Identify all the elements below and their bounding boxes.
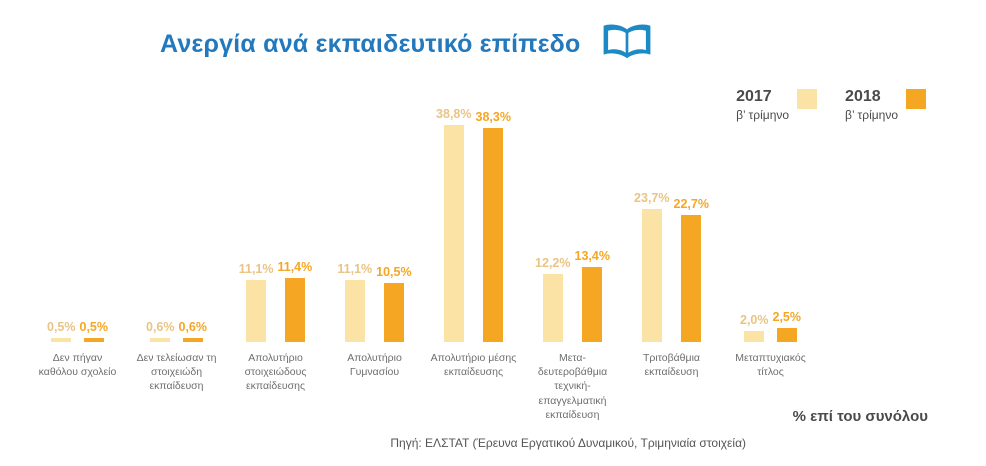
open-book-icon: [600, 22, 654, 67]
value-label: 38,8%: [436, 106, 472, 121]
bar-pair: 23,7% 22,7%: [634, 90, 709, 342]
value-label: 11,4%: [277, 260, 313, 275]
legend-year-2017: 2017: [736, 88, 772, 105]
bar-pair: 11,1% 10,5%: [337, 90, 412, 342]
bar-wrap: 38,3%: [476, 110, 511, 342]
value-label: 0,6%: [146, 320, 175, 334]
bar-wrap: 2,5%: [772, 310, 802, 342]
bar-2017: [246, 279, 267, 342]
legend-item-2018: 2018 β’ τρίμηνο: [845, 88, 926, 122]
bar-wrap: 0,6%: [178, 320, 208, 342]
bar-2018: [182, 338, 203, 342]
bar-2017: [443, 124, 464, 342]
value-label: 38,3%: [475, 109, 511, 124]
bar-wrap: 0,6%: [146, 320, 175, 342]
bar-2018: [284, 278, 305, 342]
bar-wrap: 22,7%: [674, 197, 709, 342]
bar-wrap: 2,0%: [740, 313, 769, 342]
bar-wrap: 38,8%: [436, 106, 472, 342]
category-label: Απολυτήριο στοιχειώδους εκπαίδευσης: [244, 352, 307, 393]
bar-pair: 2,0% 2,5%: [740, 90, 801, 342]
legend: 2017 β’ τρίμηνο 2018 β’ τρίμηνο: [736, 88, 926, 122]
legend-item-2017: 2017 β’ τρίμηνο: [736, 88, 818, 122]
value-label: 22,7%: [673, 196, 709, 211]
value-label: 13,4%: [574, 248, 610, 263]
bar-2017: [344, 279, 365, 342]
category-label: Μετα-δευτεροβάθμια τεχνική-επαγγελματική…: [537, 352, 608, 421]
category-label: Τριτοβάθμια εκπαίδευση: [643, 352, 700, 379]
value-label: 2,0%: [740, 312, 769, 327]
value-label: 23,7%: [634, 191, 670, 206]
bar-group: 0,6% 0,6% Δεν τελείωσαν τη στοιχειώδη εκπα…: [127, 90, 226, 422]
bar-wrap: 23,7%: [634, 191, 670, 342]
value-label: 0,6%: [178, 320, 208, 334]
source-note: Πηγή: ΕΛΣΤΑΤ (Έρευνα Εργατικού Δυναμικού…: [390, 436, 746, 450]
bar-chart: 0,5% 0,5% Δεν πήγαν καθόλου σχολείο 0,6% 0,6…: [28, 90, 820, 422]
bar-2018: [83, 338, 104, 342]
legend-swatch-2017: [797, 89, 818, 109]
legend-period-2018: β’ τρίμηνο: [845, 108, 898, 122]
bar-2018: [383, 283, 404, 342]
bar-2017: [744, 330, 765, 342]
bar-2018: [483, 127, 504, 342]
bar-pair: 38,8% 38,3%: [436, 90, 511, 342]
bar-pair: 0,5% 0,5%: [47, 90, 108, 342]
value-label: 11,1%: [238, 261, 274, 276]
bar-2018: [681, 214, 702, 342]
bar-group: 0,5% 0,5% Δεν πήγαν καθόλου σχολείο: [28, 90, 127, 422]
bar-wrap: 10,5%: [376, 265, 412, 342]
bar-group: 12,2% 13,4% Μετα-δευτεροβάθμια τεχνική-επα…: [523, 90, 622, 422]
bar-2017: [542, 273, 563, 342]
bar-2017: [641, 209, 662, 342]
bar-2018: [582, 266, 603, 342]
legend-swatch-2018: [906, 89, 926, 109]
value-label: 0,5%: [79, 320, 109, 334]
bar-wrap: 13,4%: [575, 249, 610, 342]
category-label: Απολυτήριο μέσης εκπαίδευσης: [430, 352, 517, 379]
bar-group: 2,0% 2,5% Μεταπτυχιακός τίτλος: [721, 90, 820, 422]
bar-pair: 0,6% 0,6%: [146, 90, 207, 342]
value-label: 2,5%: [772, 310, 802, 324]
bar-group: 38,8% 38,3% Απολυτήριο μέσης εκπαίδευσης: [424, 90, 523, 422]
bar-pair: 12,2% 13,4%: [535, 90, 610, 342]
category-label: Μεταπτυχιακός τίτλος: [735, 352, 806, 379]
bar-wrap: 11,1%: [239, 262, 274, 342]
header: Ανεργία ανά εκπαιδευτικό επίπεδο: [160, 22, 654, 67]
category-label: Δεν πήγαν καθόλου σχολείο: [38, 352, 117, 379]
value-label: 0,5%: [47, 320, 76, 334]
category-label: Απολυτήριο Γυμνασίου: [347, 352, 402, 379]
bar-group: 23,7% 22,7% Τριτοβάθμια εκπαίδευση: [622, 90, 721, 422]
bar-groups: 0,5% 0,5% Δεν πήγαν καθόλου σχολείο 0,6% 0,6…: [28, 90, 820, 422]
bar-wrap: 11,1%: [337, 262, 372, 342]
bar-wrap: 0,5%: [47, 320, 76, 342]
bar-pair: 11,1% 11,4%: [239, 90, 313, 342]
value-label: 10,5%: [376, 265, 412, 280]
legend-period-2017: β’ τρίμηνο: [736, 108, 790, 122]
bar-2018: [776, 328, 797, 342]
value-label: 12,2%: [535, 255, 571, 270]
category-label: Δεν τελείωσαν τη στοιχειώδη εκπαίδευση: [136, 352, 217, 393]
bar-wrap: 0,5%: [79, 320, 109, 342]
legend-year-2018: 2018: [845, 88, 881, 105]
page-title: Ανεργία ανά εκπαιδευτικό επίπεδο: [160, 30, 581, 58]
bar-wrap: 12,2%: [535, 255, 571, 342]
axis-note: % επί του συνόλου: [792, 408, 928, 425]
bar-group: 11,1% 11,4% Απολυτήριο στοιχειώδους εκπαίδ…: [226, 90, 325, 422]
value-label: 11,1%: [337, 261, 373, 276]
bar-2017: [51, 338, 72, 342]
bar-group: 11,1% 10,5% Απολυτήριο Γυμνασίου: [325, 90, 424, 422]
bar-2017: [150, 338, 171, 342]
bar-wrap: 11,4%: [277, 260, 313, 342]
